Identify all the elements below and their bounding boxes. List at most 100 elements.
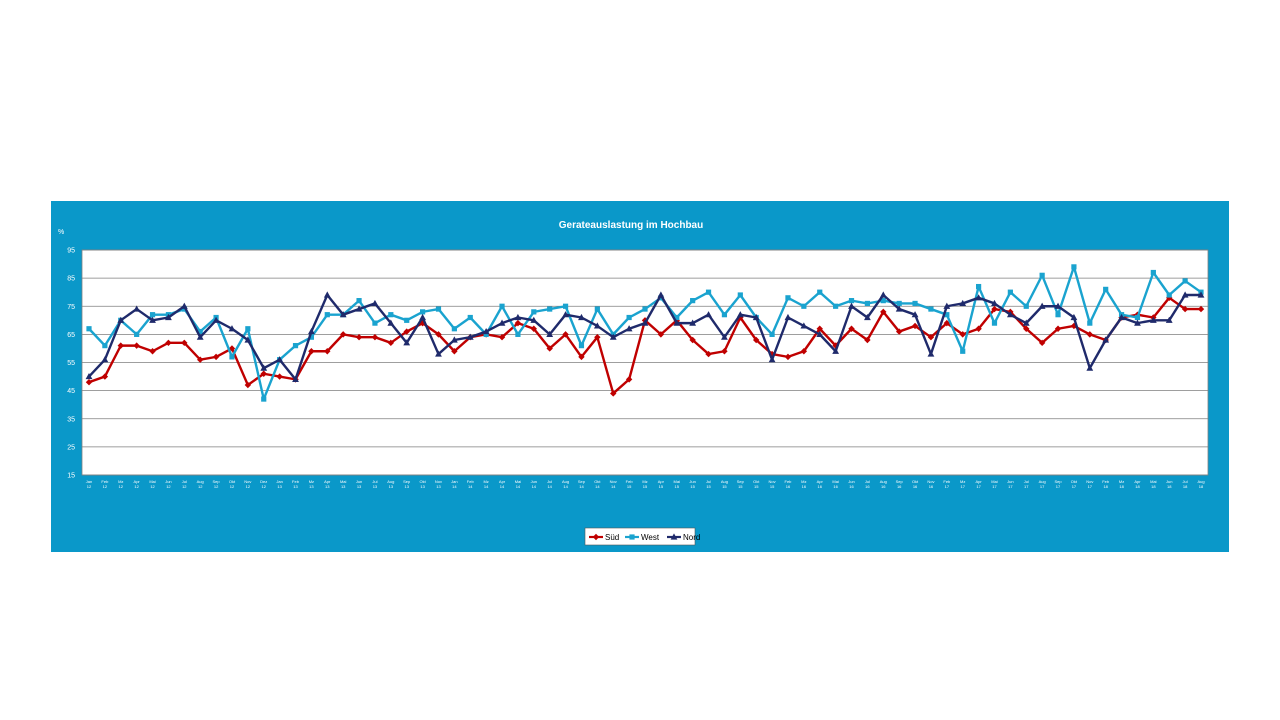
data-point-west	[102, 343, 108, 349]
x-tick-label: Okt 14	[594, 479, 601, 489]
data-point-nord	[1038, 302, 1046, 309]
x-tick-label: Jul 13	[372, 479, 378, 489]
x-tick-label: Aug 13	[387, 479, 394, 489]
data-point-nord	[498, 319, 506, 326]
data-point-s-d	[324, 348, 331, 355]
x-tick-label: Mai 13	[340, 479, 347, 489]
data-point-nord	[117, 316, 125, 323]
data-point-s-d	[387, 339, 395, 347]
data-point-nord	[133, 305, 141, 312]
legend-item-west: West	[625, 533, 660, 542]
data-point-nord	[641, 319, 649, 326]
x-tick-label: Nov 17	[1086, 479, 1093, 489]
data-point-nord	[244, 336, 252, 343]
data-point-west	[229, 354, 235, 360]
x-tick-label: Mz 17	[960, 479, 966, 489]
data-point-s-d	[991, 305, 998, 313]
data-point-west	[769, 331, 775, 337]
x-tick-label: Jun 16	[848, 479, 854, 489]
y-tick-label: 95	[67, 248, 75, 255]
y-axis-label: %	[58, 229, 64, 236]
data-point-s-d	[165, 339, 172, 347]
data-point-nord	[689, 319, 697, 326]
data-point-west	[642, 306, 648, 312]
data-point-west	[531, 309, 537, 315]
data-point-west	[817, 289, 823, 295]
x-tick-label: Aug 14	[562, 479, 569, 489]
data-point-s-d	[737, 314, 744, 321]
data-point-nord	[323, 291, 331, 298]
data-point-nord	[403, 339, 411, 346]
data-point-west	[960, 348, 966, 354]
data-point-nord	[260, 364, 268, 371]
data-point-west	[1150, 269, 1156, 276]
data-point-nord	[165, 313, 172, 321]
data-point-west	[134, 331, 140, 337]
data-point-west	[1087, 320, 1093, 326]
x-tick-label: Okt 12	[229, 479, 236, 489]
x-tick-label: Aug 18	[1197, 479, 1204, 489]
data-point-nord	[371, 299, 379, 307]
data-point-west	[308, 334, 314, 340]
data-point-s-d	[514, 319, 522, 327]
data-point-nord	[657, 291, 665, 298]
data-point-west	[197, 328, 203, 335]
y-tick-label: 55	[67, 360, 75, 367]
y-axis-ticks: 15 25 35 45 55 65 75 85 95	[67, 248, 75, 480]
data-point-s-d	[800, 348, 808, 355]
data-point-nord	[705, 311, 712, 318]
data-point-nord	[514, 313, 522, 321]
data-point-west	[991, 320, 998, 326]
x-tick-label: Apr 12	[134, 479, 141, 489]
data-point-s-d	[657, 331, 665, 338]
data-point-s-d	[705, 350, 712, 358]
data-point-s-d	[1086, 331, 1093, 338]
x-tick-label: Jul 16	[865, 479, 871, 489]
data-point-s-d	[959, 331, 966, 338]
x-tick-label: Dez 12	[260, 479, 267, 489]
data-point-nord	[959, 299, 967, 307]
x-tick-label: Mai 17	[991, 479, 998, 489]
data-point-s-d	[244, 381, 252, 389]
x-tick-label: Jan 14	[451, 479, 457, 489]
data-point-nord	[1006, 311, 1014, 318]
legend-label-west: West	[641, 533, 660, 542]
chart-title: Gerateauslastung im Hochbau	[559, 220, 703, 231]
data-point-s-d	[403, 328, 410, 335]
data-point-west	[912, 300, 918, 307]
legend-marker-nord	[670, 533, 678, 540]
data-point-west	[1023, 303, 1029, 309]
data-point-west	[435, 306, 442, 312]
data-point-s-d	[816, 325, 823, 332]
data-point-nord	[1070, 313, 1078, 321]
data-point-s-d	[975, 325, 982, 332]
data-point-s-d	[895, 328, 903, 335]
data-point-s-d	[594, 333, 601, 341]
data-point-nord	[212, 316, 220, 323]
data-point-west	[388, 312, 394, 318]
data-point-west	[499, 303, 505, 309]
data-point-nord	[864, 313, 871, 321]
x-tick-label: Mz 18	[1119, 479, 1125, 489]
legend-marker-west	[629, 534, 635, 540]
data-point-west	[149, 312, 156, 318]
data-point-west	[690, 298, 696, 304]
data-point-west	[86, 326, 92, 332]
data-point-s-d	[117, 342, 124, 349]
data-point-west	[1039, 272, 1045, 278]
data-point-nord	[832, 347, 840, 354]
data-point-nord	[1118, 313, 1125, 321]
x-tick-label: Feb 15	[626, 479, 634, 489]
x-tick-label: Okt 13	[419, 479, 426, 489]
x-tick-label: Jun 14	[531, 479, 537, 489]
x-tick-label: Jun 12	[165, 479, 171, 489]
data-point-nord	[546, 330, 554, 337]
data-point-nord	[800, 322, 808, 329]
x-tick-label: Nov 15	[769, 479, 776, 489]
data-point-west	[594, 306, 600, 312]
legend-label-s-d: Süd	[605, 533, 619, 542]
data-point-west	[721, 312, 728, 318]
data-point-nord	[752, 313, 760, 321]
x-tick-label: Aug 12	[197, 479, 204, 489]
data-point-west	[705, 289, 712, 295]
